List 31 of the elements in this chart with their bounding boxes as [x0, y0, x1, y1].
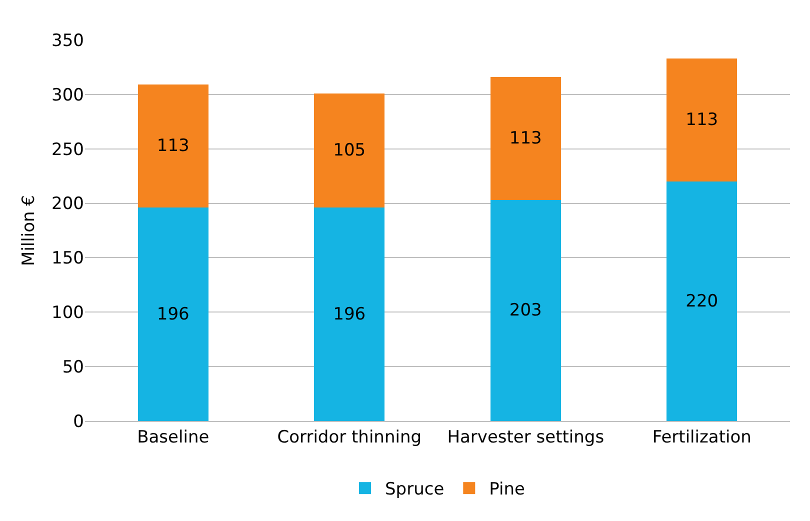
bar [138, 84, 208, 208]
x-tick-label: Corridor thinning [277, 427, 422, 448]
x-tick-label: Harvester settings [447, 427, 604, 448]
bar [314, 93, 385, 208]
bar [138, 208, 208, 421]
y-tick-label: 0 [73, 412, 84, 432]
bar [490, 200, 561, 421]
legend-label: Spruce [385, 480, 444, 500]
data-label: 113 [156, 136, 190, 156]
y-tick-label: 100 [52, 303, 84, 324]
y-tick-label: 250 [52, 140, 84, 160]
y-tick-label: 150 [52, 248, 84, 269]
bar [666, 182, 738, 421]
y-tick-label: 200 [52, 194, 84, 214]
bar [314, 208, 385, 421]
data-label: 105 [333, 140, 366, 160]
y-tick-label: 300 [52, 85, 84, 106]
x-tick-label: Baseline [137, 427, 210, 448]
data-label: 196 [333, 304, 366, 324]
legend-label: Pine [489, 480, 525, 500]
x-tick-label: Fertilization [652, 427, 752, 448]
bar [490, 77, 561, 200]
data-label: 220 [686, 291, 718, 312]
data-label: 203 [509, 300, 542, 321]
y-tick-label: 50 [62, 358, 84, 378]
data-label: 113 [509, 128, 542, 149]
y-axis-title: Million € [19, 195, 40, 266]
data-label: 113 [686, 110, 718, 130]
bar [666, 58, 738, 182]
data-label: 196 [156, 304, 190, 324]
y-tick-label: 350 [52, 30, 84, 51]
